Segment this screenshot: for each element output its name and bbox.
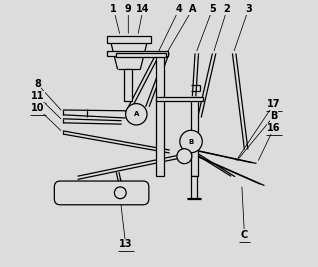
Text: 3: 3 bbox=[245, 4, 252, 14]
Text: A: A bbox=[134, 111, 139, 117]
Bar bbox=[156, 53, 164, 176]
Bar bbox=[124, 69, 132, 101]
Text: C: C bbox=[241, 230, 248, 240]
Circle shape bbox=[180, 130, 202, 153]
Text: 13: 13 bbox=[119, 239, 132, 249]
Bar bbox=[107, 51, 168, 56]
Bar bbox=[116, 53, 166, 57]
Text: B: B bbox=[270, 111, 278, 121]
Text: A: A bbox=[189, 4, 196, 14]
Bar bbox=[191, 97, 198, 176]
Text: 9: 9 bbox=[125, 4, 132, 14]
Bar bbox=[156, 97, 203, 101]
Circle shape bbox=[114, 187, 126, 199]
Text: 2: 2 bbox=[224, 4, 231, 14]
Text: 4: 4 bbox=[176, 4, 183, 14]
Text: 8: 8 bbox=[34, 79, 41, 89]
Text: 14: 14 bbox=[136, 4, 150, 14]
Text: B: B bbox=[188, 139, 194, 144]
Bar bbox=[190, 176, 197, 198]
Circle shape bbox=[177, 149, 192, 164]
Text: 17: 17 bbox=[267, 99, 280, 109]
Text: 5: 5 bbox=[209, 4, 216, 14]
Text: 11: 11 bbox=[31, 91, 44, 101]
Text: 16: 16 bbox=[267, 123, 280, 133]
Text: 10: 10 bbox=[31, 103, 44, 113]
Circle shape bbox=[126, 104, 147, 125]
Bar bbox=[107, 36, 151, 43]
Text: 1: 1 bbox=[110, 4, 117, 14]
FancyBboxPatch shape bbox=[54, 181, 149, 205]
